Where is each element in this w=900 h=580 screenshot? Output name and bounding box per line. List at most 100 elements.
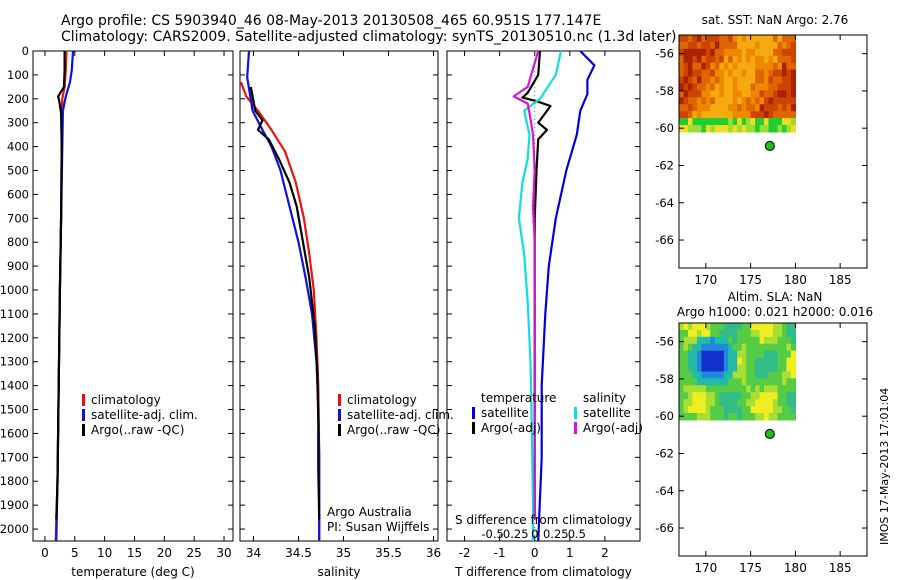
- map-frame: [678, 34, 868, 269]
- map-cell: [701, 350, 707, 359]
- map-cell: [714, 343, 720, 352]
- x-axis-label: salinity: [317, 565, 360, 579]
- map-cell: [732, 118, 738, 126]
- map-cell: [701, 378, 707, 386]
- map-cell: [777, 90, 783, 98]
- map-cell: [759, 378, 765, 386]
- map-cell: [768, 62, 774, 71]
- map-cell: [755, 69, 761, 78]
- x-tick-label: 25: [187, 546, 202, 560]
- figure-title-line1: Argo profile: CS 5903940_46 08-May-2013 …: [61, 13, 602, 29]
- map-cell: [692, 48, 698, 57]
- map-cell: [701, 48, 707, 57]
- map-cell: [719, 378, 725, 386]
- map-cell: [728, 83, 734, 91]
- map-cell: [755, 55, 761, 64]
- salinity-profile-panel: 34 34.5 35 35.5 36 salinity climatologysatelli…: [239, 50, 454, 579]
- map-cell: [701, 329, 707, 338]
- map-cell: [732, 336, 738, 345]
- map-cell: [728, 323, 734, 331]
- map-cell: [692, 55, 698, 64]
- map-cell: [741, 413, 747, 421]
- map-cell: [777, 343, 783, 352]
- map-cell: [750, 69, 756, 78]
- map-cell: [768, 41, 774, 50]
- map-cell: [714, 364, 720, 372]
- map-cell: [737, 35, 743, 43]
- map-cell: [750, 62, 756, 71]
- map-cell: [732, 62, 738, 71]
- map-cell: [696, 111, 702, 119]
- map-cell: [741, 323, 747, 331]
- map-cell: [764, 413, 770, 421]
- sla-map-panel: 170 175 180 185 -56 -58 -60 -62 -64 -66 Altim. SLA…: [655, 290, 873, 575]
- sst-map-panel: 170 175 180 185 -56 -58 -60 -62 -64 -66 sat. SST: …: [655, 13, 868, 287]
- map-cell: [746, 364, 752, 372]
- map-cell: [741, 392, 747, 400]
- map-cell: [719, 357, 725, 366]
- map-cell: [728, 118, 734, 126]
- map-cell: [732, 55, 738, 64]
- map-cell: [777, 104, 783, 112]
- annotation-pi: PI: Susan Wijffels: [327, 520, 429, 534]
- map-cell: [710, 62, 716, 71]
- map-cell: [701, 385, 707, 393]
- map-cell: [768, 55, 774, 64]
- map-cell: [750, 323, 756, 331]
- map-cell: [705, 350, 711, 359]
- map-frame: [678, 322, 868, 557]
- series-line-argo-raw-qc-: [55, 51, 66, 520]
- map-cell: [782, 76, 788, 84]
- map-cell: [759, 83, 765, 91]
- map-cell: [710, 104, 716, 112]
- map-cell: [728, 104, 734, 112]
- y-tick-label: -62: [655, 446, 674, 460]
- map-cell: [759, 35, 765, 43]
- map-cell: [705, 378, 711, 386]
- map-cell: [741, 357, 747, 366]
- map-cell: [679, 35, 685, 43]
- map-cell: [688, 336, 694, 345]
- map-cell: [768, 97, 774, 105]
- map-cell: [755, 385, 761, 393]
- y-tick-label: -56: [655, 335, 674, 349]
- map-cell: [728, 364, 734, 372]
- map-cell: [777, 329, 783, 338]
- legend-swatch: [574, 422, 577, 434]
- map-cell: [737, 118, 743, 126]
- y-tick-label: 1100: [0, 307, 29, 321]
- x-tick-label: 5: [71, 546, 79, 560]
- map-cell: [732, 69, 738, 78]
- map-cell: [728, 62, 734, 71]
- map-cell: [732, 392, 738, 400]
- map-cell: [777, 69, 783, 78]
- map-cell: [696, 48, 702, 57]
- map-cell: [755, 399, 761, 407]
- map-cell: [786, 336, 792, 345]
- x-tick-label: -1: [494, 546, 506, 560]
- y-tick-label: -66: [655, 233, 674, 247]
- legend-swatch: [338, 394, 341, 406]
- map-cell: [786, 83, 792, 91]
- map-cell: [688, 83, 694, 91]
- map-cell: [719, 323, 725, 331]
- map-cell: [723, 48, 729, 57]
- map-cell: [688, 399, 694, 407]
- map-cell: [719, 371, 725, 379]
- map-cell: [777, 364, 783, 372]
- map-cell: [773, 343, 779, 352]
- map-cell: [719, 83, 725, 91]
- y-tick-label: 500: [7, 164, 29, 178]
- x-tick-label: 175: [739, 561, 762, 575]
- map-cell: [692, 41, 698, 50]
- map-cell: [723, 41, 729, 50]
- map-cell: [773, 336, 779, 345]
- map-cell: [688, 62, 694, 71]
- map-cell: [719, 41, 725, 50]
- map-cell: [728, 35, 734, 43]
- map-cell: [773, 406, 779, 414]
- map-cell: [786, 48, 792, 57]
- map-cell: [710, 357, 716, 366]
- map-cell: [755, 118, 761, 126]
- map-cell: [714, 69, 720, 78]
